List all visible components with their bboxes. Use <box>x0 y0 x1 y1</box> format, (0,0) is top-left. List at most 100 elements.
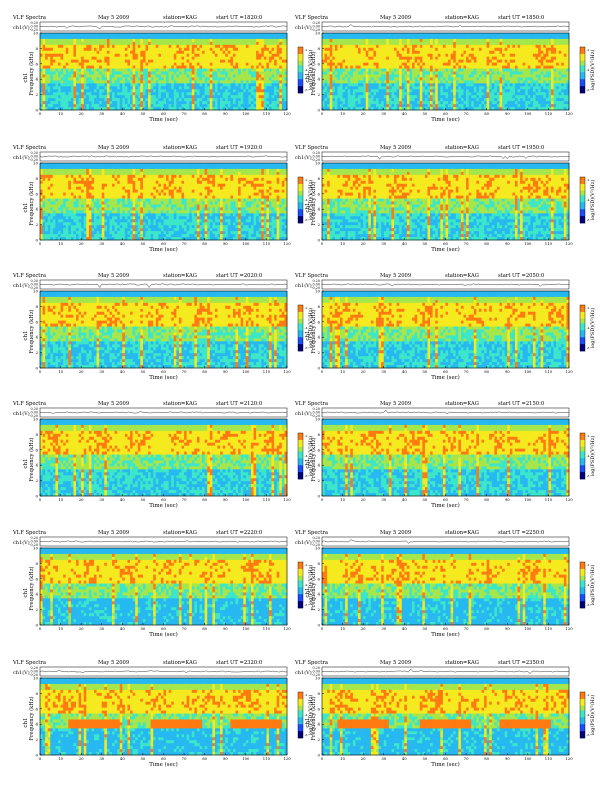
spectrogram-cell <box>79 98 82 101</box>
spectrogram-cell <box>79 51 82 54</box>
spectrogram-cell <box>187 51 190 54</box>
spectrogram-cell <box>148 74 151 77</box>
spectrogram-cell <box>45 98 48 101</box>
spectrogram-cell <box>97 89 100 92</box>
spectrogram-cell <box>140 66 143 69</box>
spectrogram-cell <box>156 92 159 95</box>
spectrogram-cell <box>122 57 125 60</box>
spectrogram-cell <box>109 66 112 69</box>
spectrogram-cell <box>91 36 94 39</box>
spectrogram-cell <box>61 60 64 63</box>
spectrogram-cell <box>158 33 161 36</box>
spectrogram-cell <box>58 86 61 89</box>
spectrogram-cell <box>127 74 130 77</box>
spectrogram-cell <box>71 66 74 69</box>
spectrogram-cell <box>140 86 143 89</box>
spectrogram-cell <box>50 80 53 83</box>
spectrogram-cell <box>81 89 84 92</box>
spectrogram-cell <box>89 45 92 48</box>
spectrogram-cell <box>40 101 43 104</box>
spectrogram-cell <box>107 89 110 92</box>
spectrogram-cell <box>107 98 110 101</box>
spectrogram-cell <box>109 36 112 39</box>
spectrogram-cell <box>91 104 94 107</box>
spectrogram-cell <box>48 39 51 42</box>
spectrogram-cell <box>89 69 92 72</box>
spectrogram-cell <box>171 39 174 42</box>
spectrogram-cell <box>97 72 100 75</box>
spectrogram-cell <box>61 54 64 57</box>
spectrogram-cell <box>125 74 128 77</box>
spectrogram-cell <box>145 80 148 83</box>
spectrogram-cell <box>55 33 58 36</box>
spectrogram-cell <box>94 63 97 66</box>
spectrogram-cell <box>125 45 128 48</box>
spectrogram-cell <box>174 72 177 75</box>
spectrogram-cell <box>138 33 141 36</box>
spectrogram-cell <box>140 63 143 66</box>
spectrogram-cell <box>102 33 105 36</box>
spectrogram-cell <box>89 86 92 89</box>
spectrogram-cell <box>135 104 138 107</box>
spectrogram-cell <box>97 95 100 98</box>
spectrogram-cell <box>115 72 118 75</box>
spectrogram-cell <box>161 69 164 72</box>
spectrogram-cell <box>61 80 64 83</box>
spectrogram-cell <box>176 72 179 75</box>
spectrogram-cell <box>143 45 146 48</box>
spectrogram-cell <box>171 48 174 51</box>
spectrogram-cell <box>138 104 141 107</box>
spectrogram-cell <box>43 101 46 104</box>
spectrogram-cell <box>79 39 82 42</box>
spectrogram-cell <box>164 63 167 66</box>
spectrogram-cell <box>43 54 46 57</box>
spectrogram-cell <box>143 101 146 104</box>
spectrogram-cell <box>174 33 177 36</box>
spectrogram-cell <box>102 60 105 63</box>
spectrogram-cell <box>73 74 76 77</box>
spectrogram-cell <box>135 74 138 77</box>
spectrogram-cell <box>135 77 138 80</box>
spectrogram-cell <box>112 77 115 80</box>
spectrogram-cell <box>169 86 172 89</box>
spectrogram-cell <box>135 69 138 72</box>
spectrogram-cell <box>97 60 100 63</box>
spectrogram-cell <box>89 63 92 66</box>
spectrogram-cell <box>53 72 56 75</box>
spectrogram-cell <box>153 86 156 89</box>
spectrogram-cell <box>84 101 87 104</box>
spectrogram-cell <box>63 101 66 104</box>
spectrogram-cell <box>143 42 146 45</box>
spectrogram-cell <box>97 63 100 66</box>
spectrogram-cell <box>68 95 71 98</box>
spectrogram-cell <box>94 80 97 83</box>
spectrogram-cell <box>66 60 69 63</box>
spectrogram-cell <box>55 48 58 51</box>
spectrogram-cell <box>179 104 182 107</box>
spectrogram-cell <box>120 39 123 42</box>
spectrogram-cell <box>148 92 151 95</box>
spectrogram-cell <box>127 42 130 45</box>
spectrogram-cell <box>48 36 51 39</box>
spectrogram-cell <box>122 69 125 72</box>
spectrogram-cell <box>156 80 159 83</box>
spectrogram-cell <box>102 104 105 107</box>
spectrogram-cell <box>117 66 120 69</box>
spectrogram-cell <box>166 83 169 86</box>
spectrogram-cell <box>79 80 82 83</box>
spectrogram-cell <box>140 101 143 104</box>
spectrogram-cell <box>174 57 177 60</box>
spectrogram-cell <box>91 63 94 66</box>
spectrogram-cell <box>63 60 66 63</box>
spectrogram-cell <box>71 48 74 51</box>
spectrogram-cell <box>109 89 112 92</box>
spectrogram-cell <box>138 69 141 72</box>
spectrogram-cell <box>84 89 87 92</box>
spectrogram-cell <box>164 54 167 57</box>
spectrogram-cell <box>179 95 182 98</box>
spectrogram-cell <box>122 42 125 45</box>
spectrogram-cell <box>48 51 51 54</box>
spectrogram-panel-1820-0: VLF Spectra May 5 2009 station=KAG start UT… <box>12 15 314 123</box>
spectrogram-cell <box>50 42 53 45</box>
spectrogram-cell <box>89 98 92 101</box>
